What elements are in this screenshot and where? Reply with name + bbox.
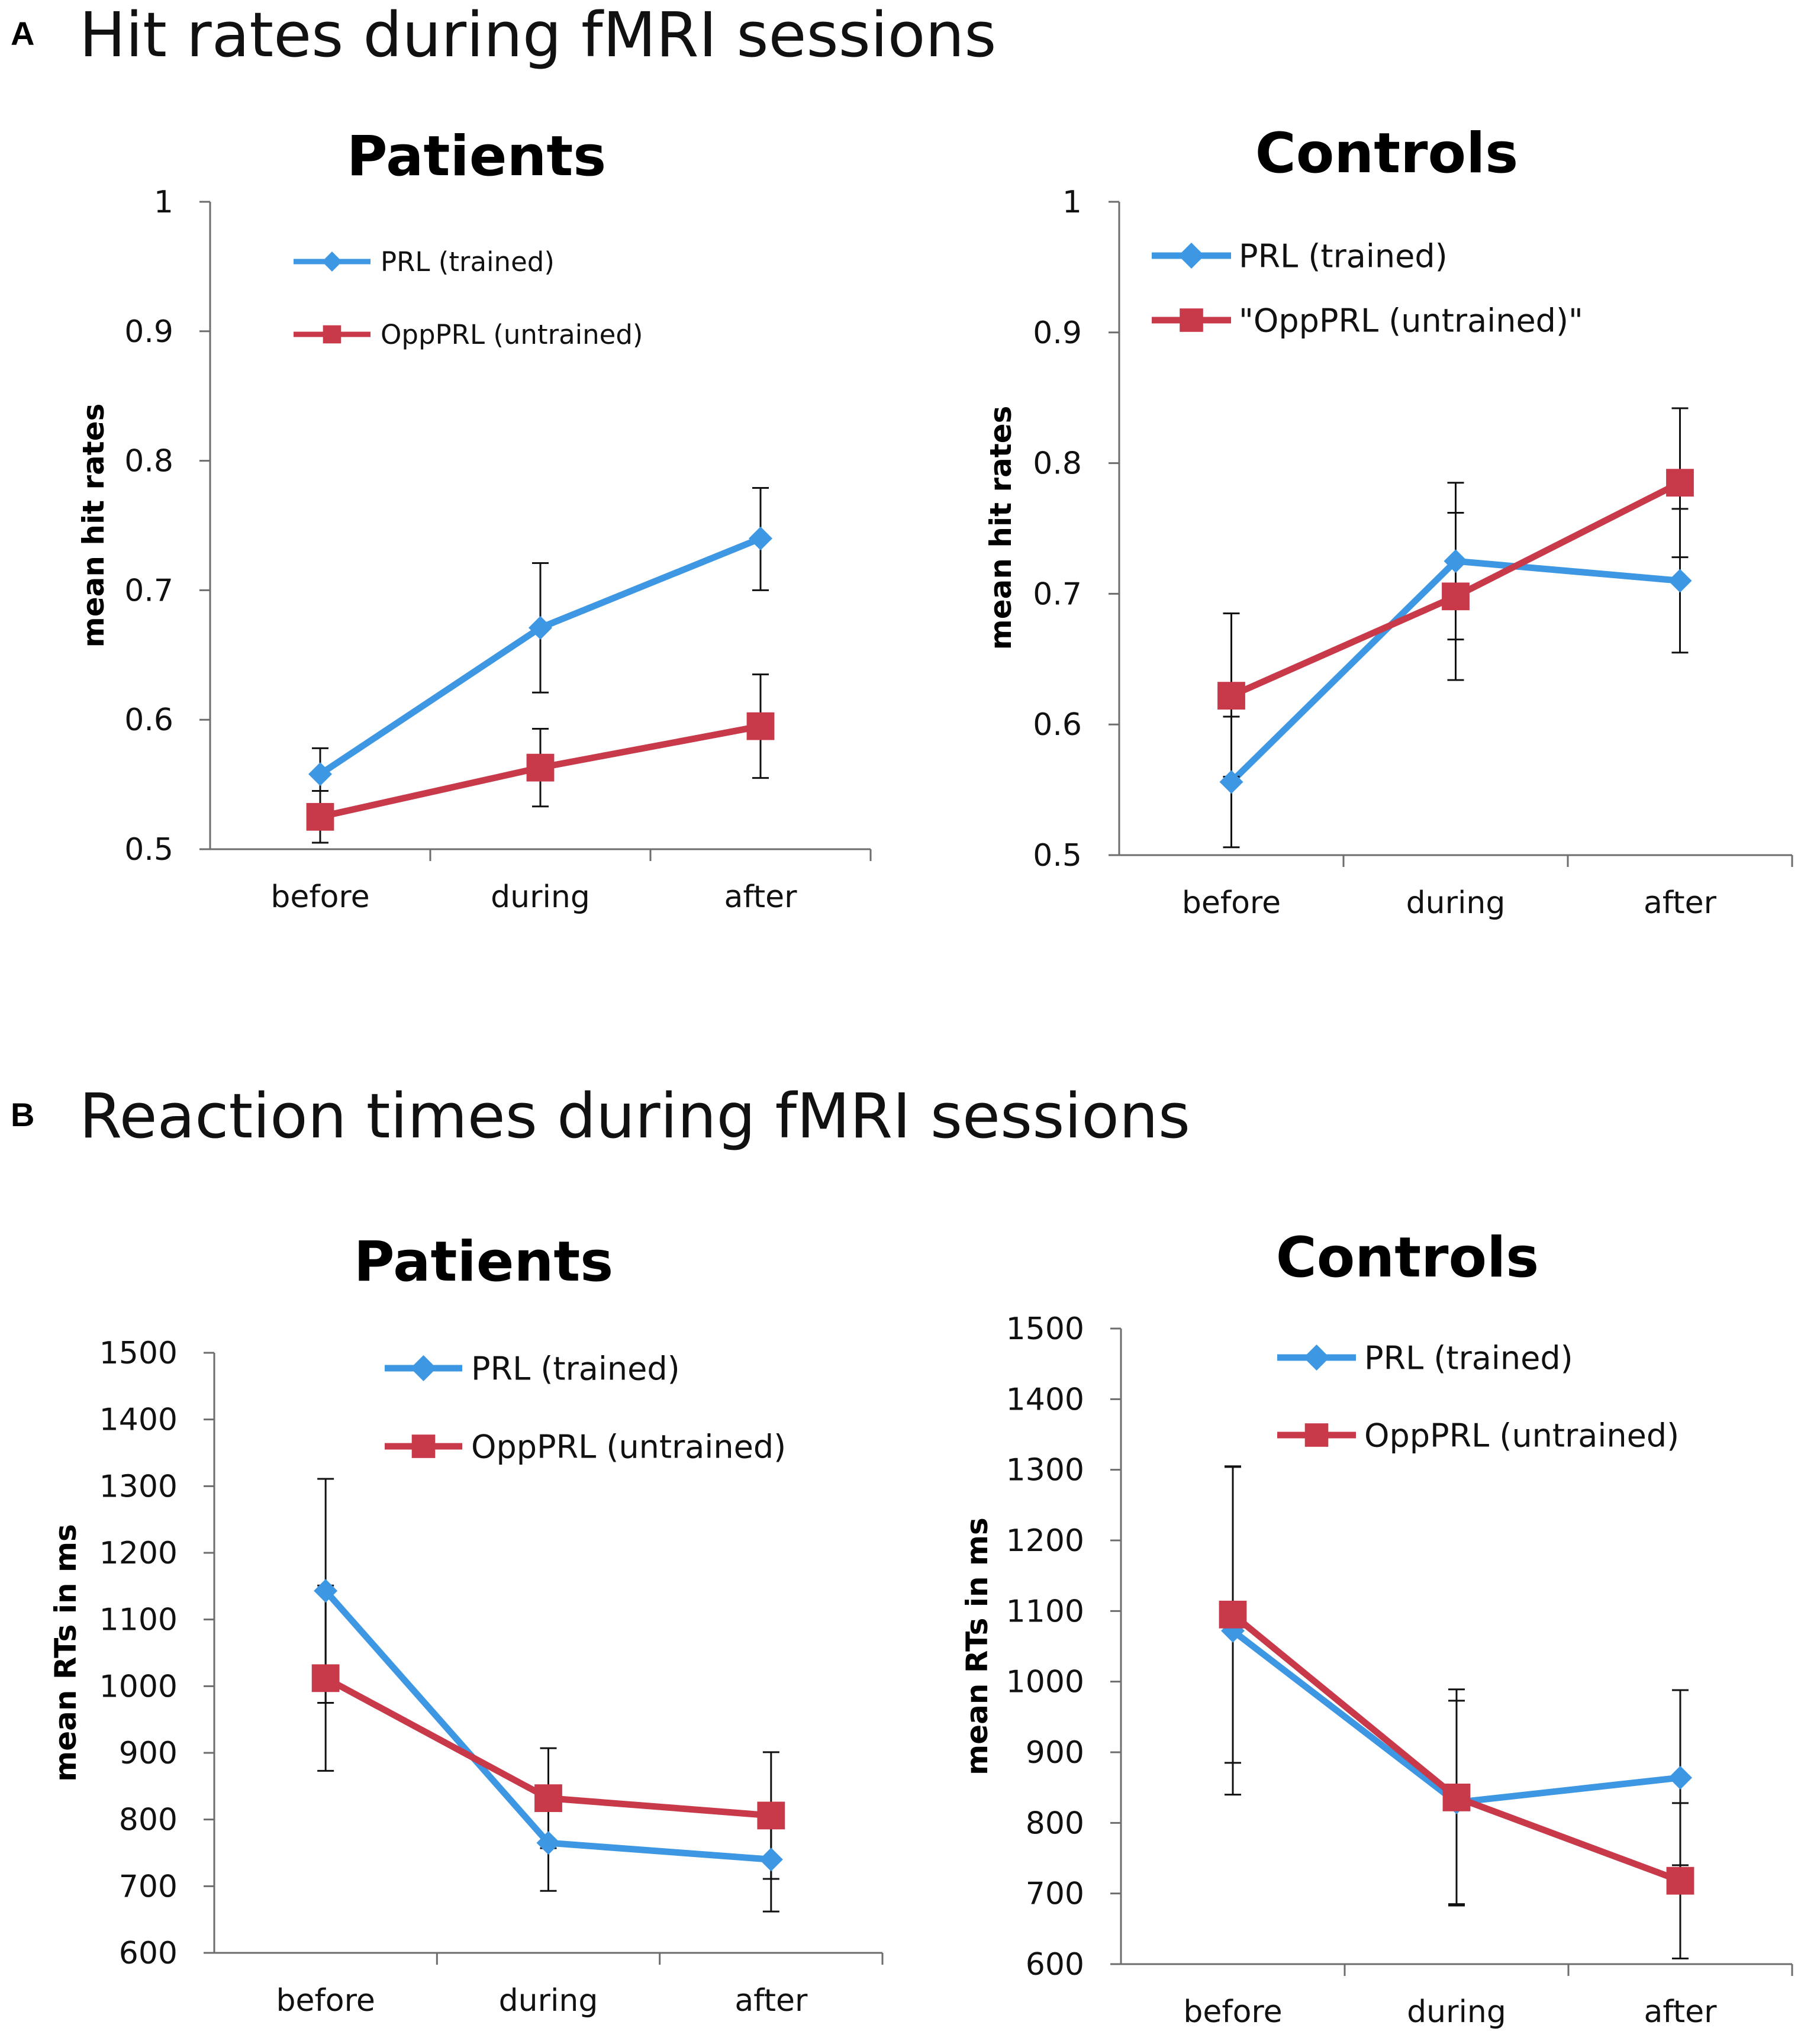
data-point-prl (749, 526, 772, 550)
data-point-opp-prl (1666, 1866, 1694, 1895)
y-tick-label: 1500 (99, 1336, 178, 1371)
y-tick-label: 900 (119, 1736, 178, 1771)
x-tick-label: before (276, 1983, 375, 2019)
chart-title: Patients (354, 1230, 614, 1294)
y-tick-label: 0.6 (1033, 707, 1082, 743)
data-point-opp-prl (1442, 582, 1470, 611)
legend-marker-prl (410, 1355, 437, 1381)
y-tick-label: 800 (1026, 1806, 1084, 1841)
y-tick-label: 1 (154, 185, 173, 220)
x-tick-label: during (1406, 885, 1506, 921)
data-point-prl (1668, 569, 1692, 593)
panel-letter-a: A (11, 15, 34, 52)
legend-marker-prl (322, 252, 342, 272)
data-point-prl (314, 1579, 338, 1603)
y-tick-label: 1100 (99, 1603, 178, 1638)
x-tick-label: after (724, 879, 797, 915)
data-point-opp-prl (1442, 1783, 1471, 1811)
y-tick-label: 1300 (1006, 1453, 1084, 1488)
data-point-prl (759, 1848, 783, 1872)
legend-label: PRL (trained) (1364, 1339, 1573, 1376)
legend-label: OppPRL (untrained) (381, 319, 643, 350)
legend-marker-opp-prl (323, 325, 341, 344)
y-tick-label: 700 (119, 1869, 178, 1904)
y-tick-label: 1500 (1006, 1311, 1084, 1347)
data-point-opp-prl (534, 1784, 562, 1813)
panel-letter-b: B (11, 1096, 34, 1133)
reaction-times-patients-chart: Patients mean RTs in ms 600 700 800 900 1000 11… (49, 1230, 884, 2019)
y-tick-label: 1200 (1006, 1523, 1084, 1559)
data-point-prl (1444, 549, 1468, 573)
y-tick-label: 0.6 (124, 702, 173, 738)
y-tick-label: 0.9 (1033, 315, 1082, 351)
y-tick-label: 0.7 (124, 573, 173, 608)
legend-marker-opp-prl (411, 1434, 436, 1458)
y-tick-label: 1 (1062, 185, 1082, 220)
y-tick-label: 1000 (99, 1669, 178, 1704)
x-tick-label: after (1644, 1994, 1717, 2030)
data-point-prl (1219, 770, 1243, 794)
chart-title: Patients (347, 124, 607, 189)
data-point-opp-prl (526, 753, 555, 782)
legend-label: PRL (trained) (471, 1350, 680, 1387)
reaction-times-controls-chart: Controls mean RTs in ms 600 700 800 900 1000 11… (960, 1226, 1793, 2030)
data-point-opp-prl (1666, 469, 1694, 497)
data-point-prl (308, 762, 332, 786)
hit-rates-patients-chart: Patients mean hit rates 0.5 0.6 0.7 0.8 0.9 1 be… (76, 124, 872, 915)
y-tick-label: 1000 (1006, 1665, 1084, 1700)
data-point-prl (536, 1831, 560, 1855)
y-tick-label: 0.8 (1033, 446, 1082, 482)
legend-label: PRL (trained) (381, 246, 555, 278)
x-tick-label: during (499, 1983, 598, 2019)
x-tick-label: before (1182, 885, 1281, 921)
data-point-prl (1668, 1765, 1692, 1790)
legend-label: PRL (trained) (1239, 237, 1448, 275)
data-point-opp-prl (311, 1664, 340, 1692)
legend-marker-prl (1303, 1345, 1330, 1371)
y-tick-label: 1400 (99, 1403, 178, 1438)
legend-marker-prl (1178, 243, 1204, 269)
y-tick-label: 0.5 (1033, 838, 1082, 873)
y-axis-label: mean hit rates (984, 406, 1018, 650)
y-tick-label: 1100 (1006, 1594, 1084, 1629)
y-tick-label: 600 (1026, 1947, 1084, 1982)
y-axis-label: mean hit rates (76, 404, 111, 648)
y-tick-label: 600 (119, 1936, 178, 1971)
hit-rates-controls-chart: Controls mean hit rates 0.5 0.6 0.7 0.8 0.9 1 be… (984, 121, 1793, 921)
data-point-opp-prl (306, 802, 334, 831)
chart-title: Controls (1276, 1226, 1539, 1290)
y-tick-label: 0.8 (124, 444, 173, 479)
y-tick-label: 0.9 (124, 314, 173, 350)
legend-label: "OppPRL (untrained)" (1239, 302, 1583, 339)
x-tick-label: during (1407, 1994, 1506, 2030)
x-tick-label: before (270, 879, 369, 915)
y-tick-label: 1200 (99, 1536, 178, 1571)
legend-marker-opp-prl (1180, 308, 1203, 332)
data-point-opp-prl (757, 1801, 785, 1830)
data-point-opp-prl (1217, 682, 1245, 710)
data-point-opp-prl (746, 712, 775, 740)
y-tick-label: 900 (1026, 1735, 1084, 1771)
y-tick-label: 1400 (1006, 1382, 1084, 1417)
y-axis-label: mean RTs in ms (49, 1524, 83, 1782)
section-title-a: Hit rates during fMRI sessions (79, 0, 997, 71)
y-tick-label: 0.5 (124, 832, 173, 868)
y-tick-label: 0.7 (1033, 576, 1082, 612)
legend-label: OppPRL (untrained) (471, 1428, 786, 1465)
y-tick-label: 800 (119, 1803, 178, 1838)
data-point-prl (529, 615, 552, 640)
chart-title: Controls (1255, 121, 1519, 186)
y-tick-label: 700 (1026, 1877, 1084, 1912)
y-axis-label: mean RTs in ms (960, 1517, 994, 1775)
legend-marker-opp-prl (1304, 1423, 1329, 1447)
x-tick-label: before (1183, 1994, 1282, 2030)
data-point-opp-prl (1219, 1600, 1247, 1629)
x-tick-label: during (491, 879, 590, 915)
legend-label: OppPRL (untrained) (1364, 1417, 1679, 1454)
x-tick-label: after (1644, 885, 1717, 921)
y-tick-label: 1300 (99, 1469, 178, 1504)
section-title-b: Reaction times during fMRI sessions (79, 1080, 1190, 1152)
x-tick-label: after (734, 1983, 808, 2019)
